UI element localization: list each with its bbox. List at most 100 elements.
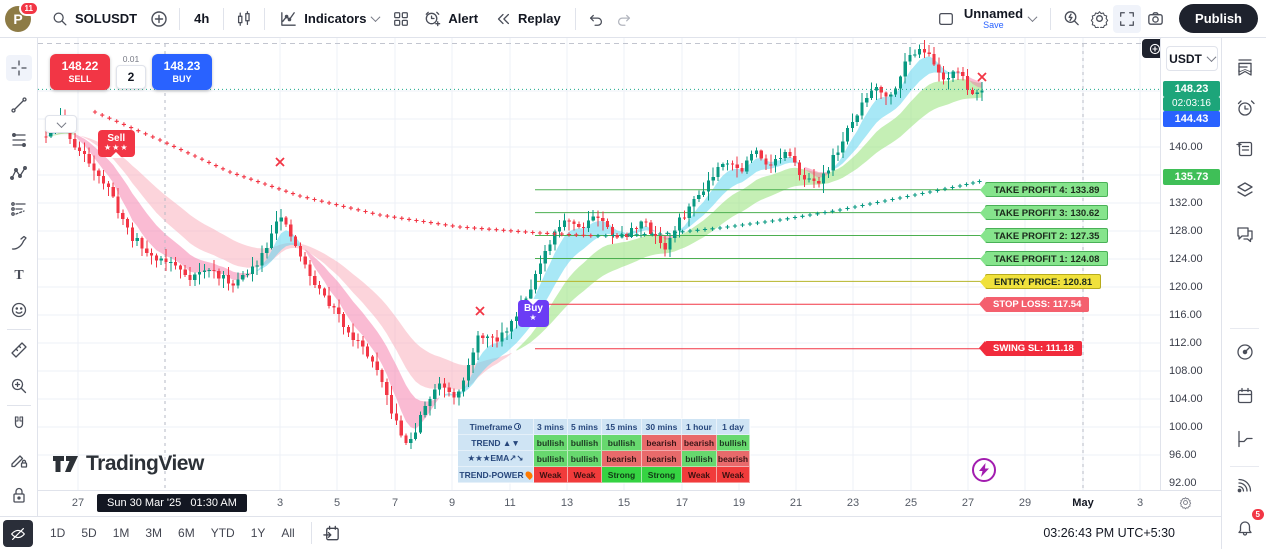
chevron-down-icon[interactable] [1027, 12, 1038, 23]
buy-label: BUY [172, 73, 192, 84]
user-avatar[interactable]: P 11 [5, 0, 39, 32]
zoom-in-tool[interactable] [6, 373, 32, 399]
time-tick-label: 23 [846, 497, 860, 509]
undo-button[interactable] [582, 5, 610, 33]
chart-pane[interactable]: 148.22 SELL 0.01 2 148.23 BUY Sell ★★★ B… [38, 38, 1168, 490]
camera-icon [1146, 9, 1165, 28]
object-tree-button[interactable] [1233, 178, 1257, 202]
go-to-date-icon[interactable] [322, 524, 341, 543]
sell-signal-marker: Sell ★★★ [98, 130, 135, 157]
alerts-button[interactable] [1233, 96, 1257, 120]
range-button-3m[interactable]: 3M [139, 522, 168, 544]
buy-button[interactable]: 148.23 BUY [152, 54, 212, 90]
price-tick-label: 100.00 [1169, 421, 1203, 433]
matrix-cell: bullish [568, 451, 602, 467]
range-button-1d[interactable]: 1D [44, 522, 71, 544]
chat-button[interactable] [1233, 222, 1257, 246]
quick-search-button[interactable] [1057, 5, 1085, 33]
trading-panel-button[interactable] [1233, 427, 1257, 451]
layout-square-icon [937, 10, 955, 28]
collapse-ticket-button[interactable] [45, 115, 77, 133]
emoji-tool[interactable] [6, 297, 32, 323]
sell-button[interactable]: 148.22 SELL [50, 54, 110, 90]
time-tick-label: 7 [391, 497, 399, 509]
layout-grid-button[interactable] [387, 5, 415, 33]
interval-button[interactable]: 4h [186, 7, 217, 30]
fullscreen-button[interactable] [1113, 4, 1142, 33]
replay-button[interactable]: Replay [486, 6, 569, 32]
matrix-corner-cell: Timeframe [458, 419, 534, 435]
matrix-timeframe-header: 5 mins [568, 419, 602, 435]
time-tick-label: 19 [732, 497, 746, 509]
drawing-mode-tool[interactable] [6, 447, 32, 473]
price-axis[interactable]: USDT 148.23 02:03:16 144.43 135.73 140.0… [1160, 38, 1221, 490]
matrix-cell: Strong [642, 467, 682, 483]
range-button-5d[interactable]: 5D [75, 522, 102, 544]
quantity-field[interactable]: 2 [116, 65, 146, 89]
boost-button[interactable] [972, 458, 996, 482]
calendar-button[interactable] [1233, 384, 1257, 408]
range-button-6m[interactable]: 6M [172, 522, 201, 544]
divider [574, 7, 576, 30]
settings-button[interactable] [1085, 5, 1113, 33]
notifications-button[interactable]: 5 [1233, 509, 1264, 539]
layout-name-button[interactable]: Unnamed Save [964, 7, 1023, 30]
time-tick-label: 13 [560, 497, 574, 509]
matrix-cell: bearish [717, 451, 750, 467]
magnet-tool[interactable] [6, 411, 32, 437]
watermark-text: TradingView [86, 452, 204, 475]
hotlist-button[interactable] [1233, 340, 1257, 364]
forecast-tool[interactable] [6, 196, 32, 222]
hide-drawings-button[interactable] [3, 520, 33, 547]
measure-tool[interactable] [6, 337, 32, 363]
range-button-1y[interactable]: 1Y [245, 522, 272, 544]
session-clock[interactable]: 03:26:43 PM UTC+5:30 [1043, 526, 1175, 540]
currency-selector[interactable]: USDT [1166, 46, 1218, 71]
price-tick-label: 104.00 [1169, 393, 1203, 405]
trend-line-tool[interactable] [6, 92, 32, 118]
crosshair-tool[interactable] [6, 55, 32, 81]
time-tick-label: 9 [448, 497, 456, 509]
save-label[interactable]: Save [983, 19, 1004, 30]
indicators-button[interactable]: Indicators [271, 5, 387, 32]
matrix-timeframe-header: 3 mins [534, 419, 568, 435]
compare-add-symbol-button[interactable] [145, 5, 173, 33]
screenshot-button[interactable] [1141, 5, 1169, 33]
axis-settings-gear-icon[interactable] [1178, 495, 1193, 510]
time-tick-label: 27 [71, 497, 85, 509]
matrix-cell: bearish [642, 451, 682, 467]
text-tool[interactable]: T [14, 268, 24, 283]
undo-icon [587, 10, 605, 28]
publish-button[interactable]: Publish [1179, 4, 1258, 33]
notification-count-badge: 11 [18, 0, 39, 16]
time-axis[interactable]: 27 3 5 7 9 11 13 15 17 19 21 23 25 27 29 May 3 Sun 30 Ma… [38, 490, 1221, 516]
matrix-row: ★★★EMA↗↘ bullish bullish bearish bearish bull… [458, 451, 750, 467]
matrix-timeframe-header: 1 day [717, 419, 750, 435]
chart-style-button[interactable] [230, 5, 258, 33]
matrix-row: TREND ▲▼ bullish bullish bullish bearish bear… [458, 435, 750, 451]
replay-label: Replay [518, 11, 561, 26]
range-button-ytd[interactable]: YTD [205, 522, 241, 544]
matrix-cell: bullish [568, 435, 602, 451]
divider [179, 7, 181, 30]
interval-label: 4h [194, 11, 210, 26]
brush-tool[interactable] [6, 230, 32, 256]
range-button-1m[interactable]: 1M [107, 522, 136, 544]
bottom-toolbar: 1D 5D 1M 3M 6M YTD 1Y All 03:26:43 PM UTC+5:30 [0, 516, 1221, 549]
lock-drawings-tool[interactable] [6, 482, 32, 508]
pattern-tool[interactable] [6, 161, 32, 187]
matrix-cell: bearish [602, 451, 642, 467]
fib-retracement-tool[interactable] [6, 127, 32, 153]
redo-button[interactable] [610, 5, 638, 33]
symbol-search-button[interactable]: SOLUSDT [43, 6, 145, 32]
range-button-all[interactable]: All [275, 522, 300, 544]
watchlist-button[interactable] [1233, 55, 1257, 79]
streams-button[interactable] [1233, 473, 1257, 497]
sell-signal-label: Sell [107, 133, 126, 144]
notes-button[interactable] [1233, 137, 1257, 161]
alert-button[interactable]: Alert [415, 5, 486, 32]
candlestick-chart[interactable] [38, 38, 1160, 490]
notifications-count-badge: 5 [1251, 509, 1264, 520]
current-layout-button[interactable] [932, 5, 960, 33]
